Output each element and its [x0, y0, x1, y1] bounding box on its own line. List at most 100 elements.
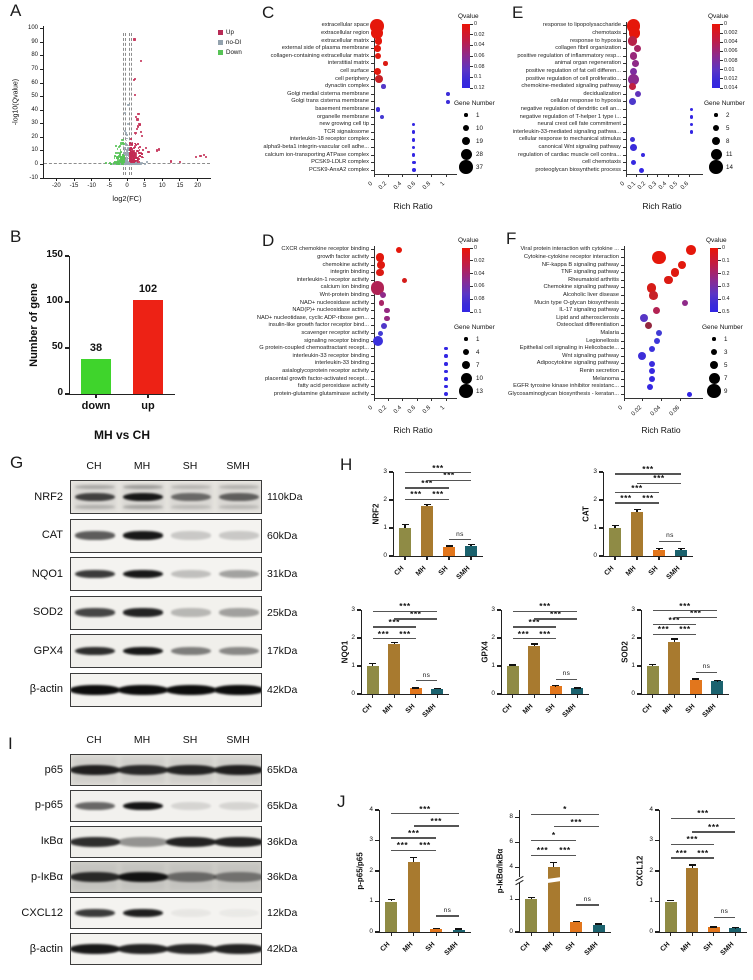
colorbar-tick [718, 273, 721, 275]
lane-header: SH [182, 734, 198, 746]
colorbar-tick [470, 34, 473, 36]
data-point [119, 149, 122, 152]
x-axis [374, 174, 457, 175]
data-point [130, 137, 133, 140]
gene-number-dot [463, 349, 469, 355]
data-point [139, 151, 142, 154]
band [118, 872, 168, 883]
data-point [141, 161, 144, 164]
bar [506, 666, 519, 694]
y-tick [357, 637, 361, 639]
data-point [132, 157, 135, 160]
band [123, 531, 163, 540]
x-axis-label: Rich Ratio [642, 201, 682, 211]
band [71, 872, 120, 883]
gene-number-dot [707, 384, 721, 398]
x-axis-label: Rich Ratio [393, 201, 433, 211]
dot [370, 27, 383, 40]
data-point [141, 148, 144, 151]
dot [670, 268, 680, 277]
data-point [128, 147, 131, 150]
y-tick-label: 1 [351, 661, 355, 669]
y-tick [371, 378, 374, 380]
bar [385, 901, 398, 932]
blot-box [70, 754, 262, 786]
category-label: chemokine activity [322, 261, 369, 268]
data-point [120, 160, 122, 163]
cxcl12-bar-chart: 0 1 2 3 4 CH MH SH SMH *** *** *** *** *** ns CXCL12 [628, 790, 753, 978]
data-point [131, 144, 134, 146]
y-tick [655, 870, 659, 872]
colorbar-tick [470, 44, 473, 46]
sig-bracket [413, 849, 437, 851]
data-point [128, 144, 131, 147]
dot [689, 130, 694, 134]
x-tick [636, 174, 638, 177]
panel-label-c: C [262, 3, 275, 22]
x-axis-label: log2(FC) [112, 194, 142, 203]
y-tick [655, 839, 659, 842]
y-axis-label: GPX4 [480, 641, 490, 663]
x-tick [179, 178, 181, 181]
data-point [129, 157, 132, 160]
y-tick [623, 70, 626, 72]
bar [686, 867, 699, 932]
colorbar [712, 24, 720, 88]
gene-number-label: 37 [476, 163, 483, 171]
sig-label: * [563, 804, 567, 815]
gene-number-label: 7 [476, 361, 480, 369]
x-axis [374, 398, 457, 399]
band [71, 836, 120, 847]
dot [628, 98, 636, 106]
sig-label: *** [410, 489, 422, 500]
blot-box [70, 672, 262, 707]
y-tick-label: 20 [31, 133, 38, 140]
bar [664, 901, 677, 932]
sig-label: *** [430, 815, 442, 826]
error-bar-cap [401, 524, 409, 526]
x-tick [73, 178, 75, 181]
category-label: extracellular matrix [321, 37, 369, 44]
dot [411, 122, 416, 127]
y-tick-label: 1 [491, 661, 495, 669]
dot [632, 60, 639, 68]
dot [648, 360, 655, 367]
bar [407, 861, 420, 932]
y-tick [389, 527, 393, 529]
data-point [135, 157, 138, 159]
panel-label-h: H [340, 455, 353, 474]
sig-bracket [372, 638, 395, 640]
x-tick [734, 932, 736, 936]
data-point [139, 130, 143, 134]
sig-bracket [394, 618, 438, 620]
colorbar-tick [470, 298, 473, 300]
band-faint [171, 484, 211, 490]
data-point [123, 142, 125, 145]
error-bar [691, 864, 693, 868]
y-tick [599, 555, 603, 557]
dot [627, 73, 639, 85]
dot [444, 392, 449, 397]
data-point [122, 160, 125, 163]
blot-box [70, 933, 262, 965]
colorbar-tick [720, 87, 723, 89]
y-tick [357, 665, 361, 667]
band-faint [75, 504, 115, 509]
gene-number-label: 1 [724, 335, 728, 343]
gene-number-dot [711, 349, 717, 355]
error-bar-cap [530, 643, 538, 645]
band [75, 646, 115, 656]
data-point [130, 146, 133, 149]
category-label: cell chemotaxis [582, 159, 621, 166]
band-faint [123, 484, 163, 490]
y-tick [371, 154, 374, 156]
gene-number-label: 13 [476, 387, 483, 395]
sig-bracket [534, 638, 556, 640]
gene-number-label: 4 [476, 348, 480, 356]
bar [442, 546, 456, 556]
y-tick [40, 136, 43, 138]
data-point [141, 162, 143, 165]
x-tick [458, 932, 460, 936]
dot [677, 260, 687, 270]
category-label: neural crest cell fate commitment [537, 121, 621, 128]
